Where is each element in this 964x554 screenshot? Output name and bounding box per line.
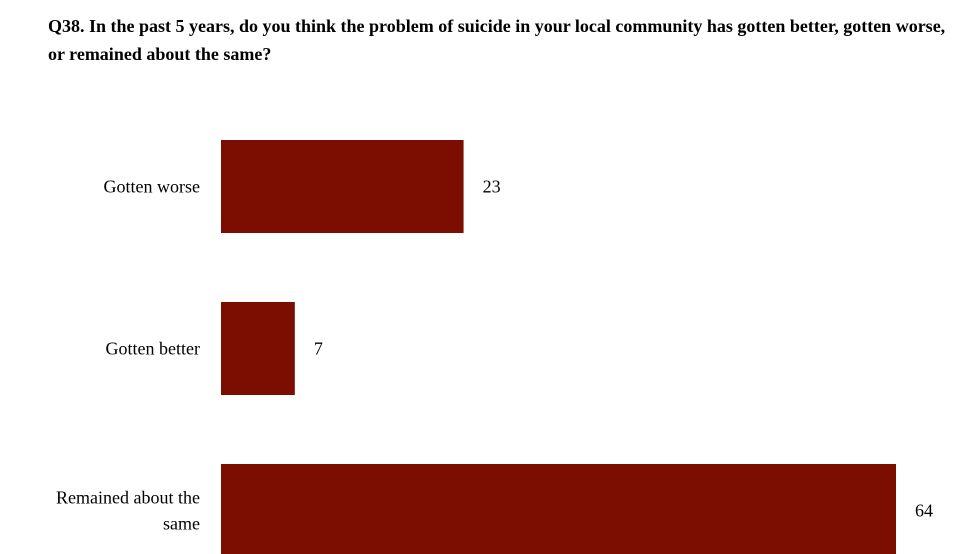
- data-label-0: 23: [483, 177, 501, 197]
- category-label-2-line-0: Remained about the: [56, 488, 200, 508]
- bar-2: [221, 464, 896, 554]
- data-label-1: 7: [314, 339, 323, 359]
- bar-1: [221, 302, 295, 395]
- chart-title: Q38. In the past 5 years, do you think t…: [48, 16, 946, 64]
- category-label-1: Gotten better: [106, 339, 200, 359]
- data-label-2: 64: [915, 501, 933, 521]
- bar-0: [221, 140, 464, 233]
- category-label-0: Gotten worse: [104, 177, 200, 197]
- category-label-2-line-1: same: [163, 514, 200, 534]
